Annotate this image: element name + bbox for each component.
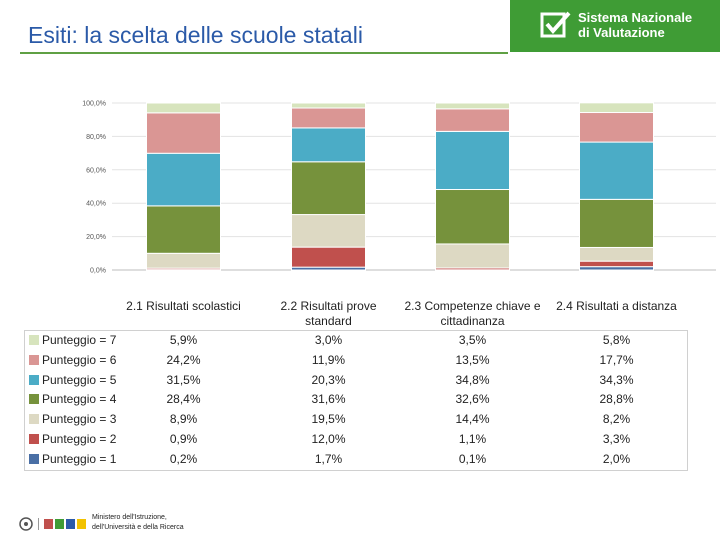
table-cell: 31,5% [166,372,201,387]
table-row: Punteggio = 5 31,5% 20,3% 34,8% 34,3% [25,372,687,392]
legend-label: Punteggio = 3 [42,412,117,427]
y-tick-label: 40,0% [86,201,106,208]
table-cell: 28,8% [599,392,634,407]
table-cell: 2,0% [602,451,631,466]
legend-key [29,374,39,385]
legend-key [29,335,39,345]
ministry-line-1: Ministero dell'Istruzione, [92,514,167,521]
legend-key [29,394,39,405]
bar-segment [435,130,510,191]
ministry-name: Ministero dell'Istruzione, dell'Universi… [92,513,184,533]
legend-label: Punteggio = 2 [42,432,117,446]
table-row: Punteggio = 3 8,9% 19,5% 14,4% 8,2% [25,411,687,431]
table-cell: 24,2% [166,352,201,367]
legend-label: Punteggio = 4 [42,392,117,407]
bar-segment [146,252,221,269]
legend-label: Punteggio = 5 [42,372,117,387]
slide-title: Esiti: la scelta delle scuole statali [28,22,363,48]
table-cell: 5,8% [602,333,631,347]
bar-segment [291,214,366,248]
bar-segment [291,161,366,216]
x-category-label: 2.1 Risultati scolastici [126,299,241,313]
bar-segment [146,102,221,114]
table-cell: 8,9% [169,412,198,427]
y-tick-label: 0,0% [90,268,106,275]
table-row: Punteggio = 2 0,9% 12,0% 1,1% 3,3% [25,431,687,451]
bar-segment [579,141,654,200]
table-cell: 11,9% [311,352,346,367]
table-cell: 34,8% [455,372,490,387]
x-category-label: 2.2 Risultati prove standard [280,299,377,328]
table-cell: 3,5% [458,333,487,347]
bar-segment [435,102,510,110]
bar-segment [579,102,654,114]
table-cell: 17,7% [599,352,634,367]
y-tick-label: 100,0% [82,101,106,108]
table-cell: 19,5% [311,412,346,427]
legend-key [29,414,39,425]
x-category-label: 2.3 Competenze chiave e cittadinanza [404,299,541,328]
table-row: Punteggio = 1 0,2% 1,7% 0,1% 2,0% [25,451,687,471]
bar-segment [579,260,654,268]
bar-segment [146,112,221,154]
brand-banner [510,0,720,52]
legend-key [29,434,39,444]
brand-line-2: di Valutazione [578,25,665,40]
x-category-label: 2.4 Risultati a distanza [556,299,677,313]
brand-name: Sistema Nazionale di Valutazione [578,10,692,40]
table-cell: 3,0% [314,333,343,347]
bar-segment [579,246,654,262]
table-cell: 0,1% [458,451,487,466]
ministry-line-2: dell'Università e della Ricerca [92,524,184,531]
table-cell: 34,3% [599,372,634,387]
stacked-bar-chart: 0,0% 20,0% 40,0% 60,0% 80,0% 100,0% [82,101,716,275]
table-cell: 3,3% [602,432,631,446]
bar-segment [291,102,366,109]
title-underline [20,52,508,54]
y-tick-label: 60,0% [86,167,106,174]
y-tick-label: 20,0% [86,234,106,241]
bar-segment [146,152,221,207]
checkmark-icon [540,11,571,38]
ministry-logos [19,517,86,531]
brand-line-1: Sistema Nazionale [578,10,693,25]
y-tick-label: 80,0% [86,134,106,141]
table-cell: 8,2% [602,412,631,427]
bar-segment [291,107,366,129]
bar-segment [579,112,654,143]
legend-label: Punteggio = 6 [42,352,117,367]
table-cell: 1,7% [314,451,343,466]
table-row: Punteggio = 4 28,4% 31,6% 32,6% 28,8% [25,391,687,411]
data-table: Punteggio = 7 5,9% 3,0% 3,5% 5,8% Punteggio =… [24,330,688,471]
table-cell: 0,2% [169,451,198,466]
table-cell: 0,9% [169,432,198,446]
table-cell: 31,6% [311,392,346,407]
bar-segment [435,189,510,245]
bar-segment [291,246,366,268]
table-cell: 28,4% [166,392,201,407]
table-cell: 12,0% [311,432,346,446]
table-cell: 14,4% [455,412,490,427]
table-cell: 13,5% [455,352,490,367]
legend-label: Punteggio = 7 [42,333,117,347]
table-row: Punteggio = 6 24,2% 11,9% 13,5% 17,7% [25,352,687,372]
bar-segment [291,127,366,163]
table-cell: 1,1% [458,432,487,446]
bar-segment [146,205,221,254]
bar-segment [435,108,510,132]
legend-key [29,453,39,464]
table-cell: 32,6% [455,392,490,407]
table-cell: 5,9% [169,333,198,347]
bar-segment [579,266,654,271]
table-row: Punteggio = 7 5,9% 3,0% 3,5% 5,8% [25,332,687,352]
bar-segment [435,243,510,269]
legend-key [29,354,39,365]
bar-segment [579,198,654,248]
legend-label: Punteggio = 1 [42,451,117,466]
table-cell: 20,3% [311,372,346,387]
